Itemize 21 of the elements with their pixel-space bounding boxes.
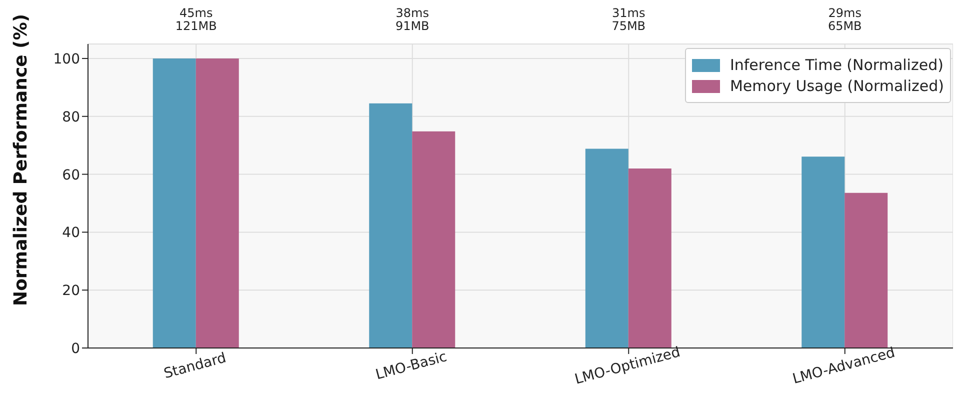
text: 38ms 91MB bbox=[395, 6, 430, 33]
bar bbox=[585, 148, 628, 348]
y-tick-label: 60 bbox=[62, 167, 80, 184]
bar bbox=[412, 131, 456, 348]
text: 45ms 121MB bbox=[175, 6, 217, 33]
y-tick-label: 20 bbox=[62, 283, 80, 300]
y-tick-label: 80 bbox=[62, 109, 80, 126]
bar bbox=[844, 192, 888, 348]
text: 31ms 75MB bbox=[612, 6, 646, 33]
bar bbox=[628, 168, 672, 348]
y-tick-label: 100 bbox=[53, 51, 80, 68]
y-tick-label: 40 bbox=[62, 225, 80, 242]
text: 29ms 65MB bbox=[828, 6, 862, 33]
bar bbox=[196, 58, 239, 348]
legend-label: Memory Usage (Normalized) bbox=[730, 77, 944, 95]
bar bbox=[152, 58, 196, 348]
bar bbox=[369, 103, 412, 348]
y-axis-title: Normalized Performance (%) bbox=[10, 14, 32, 306]
bar bbox=[802, 156, 845, 348]
y-tick-label: 0 bbox=[71, 340, 80, 357]
legend-label: Inference Time (Normalized) bbox=[730, 56, 944, 74]
